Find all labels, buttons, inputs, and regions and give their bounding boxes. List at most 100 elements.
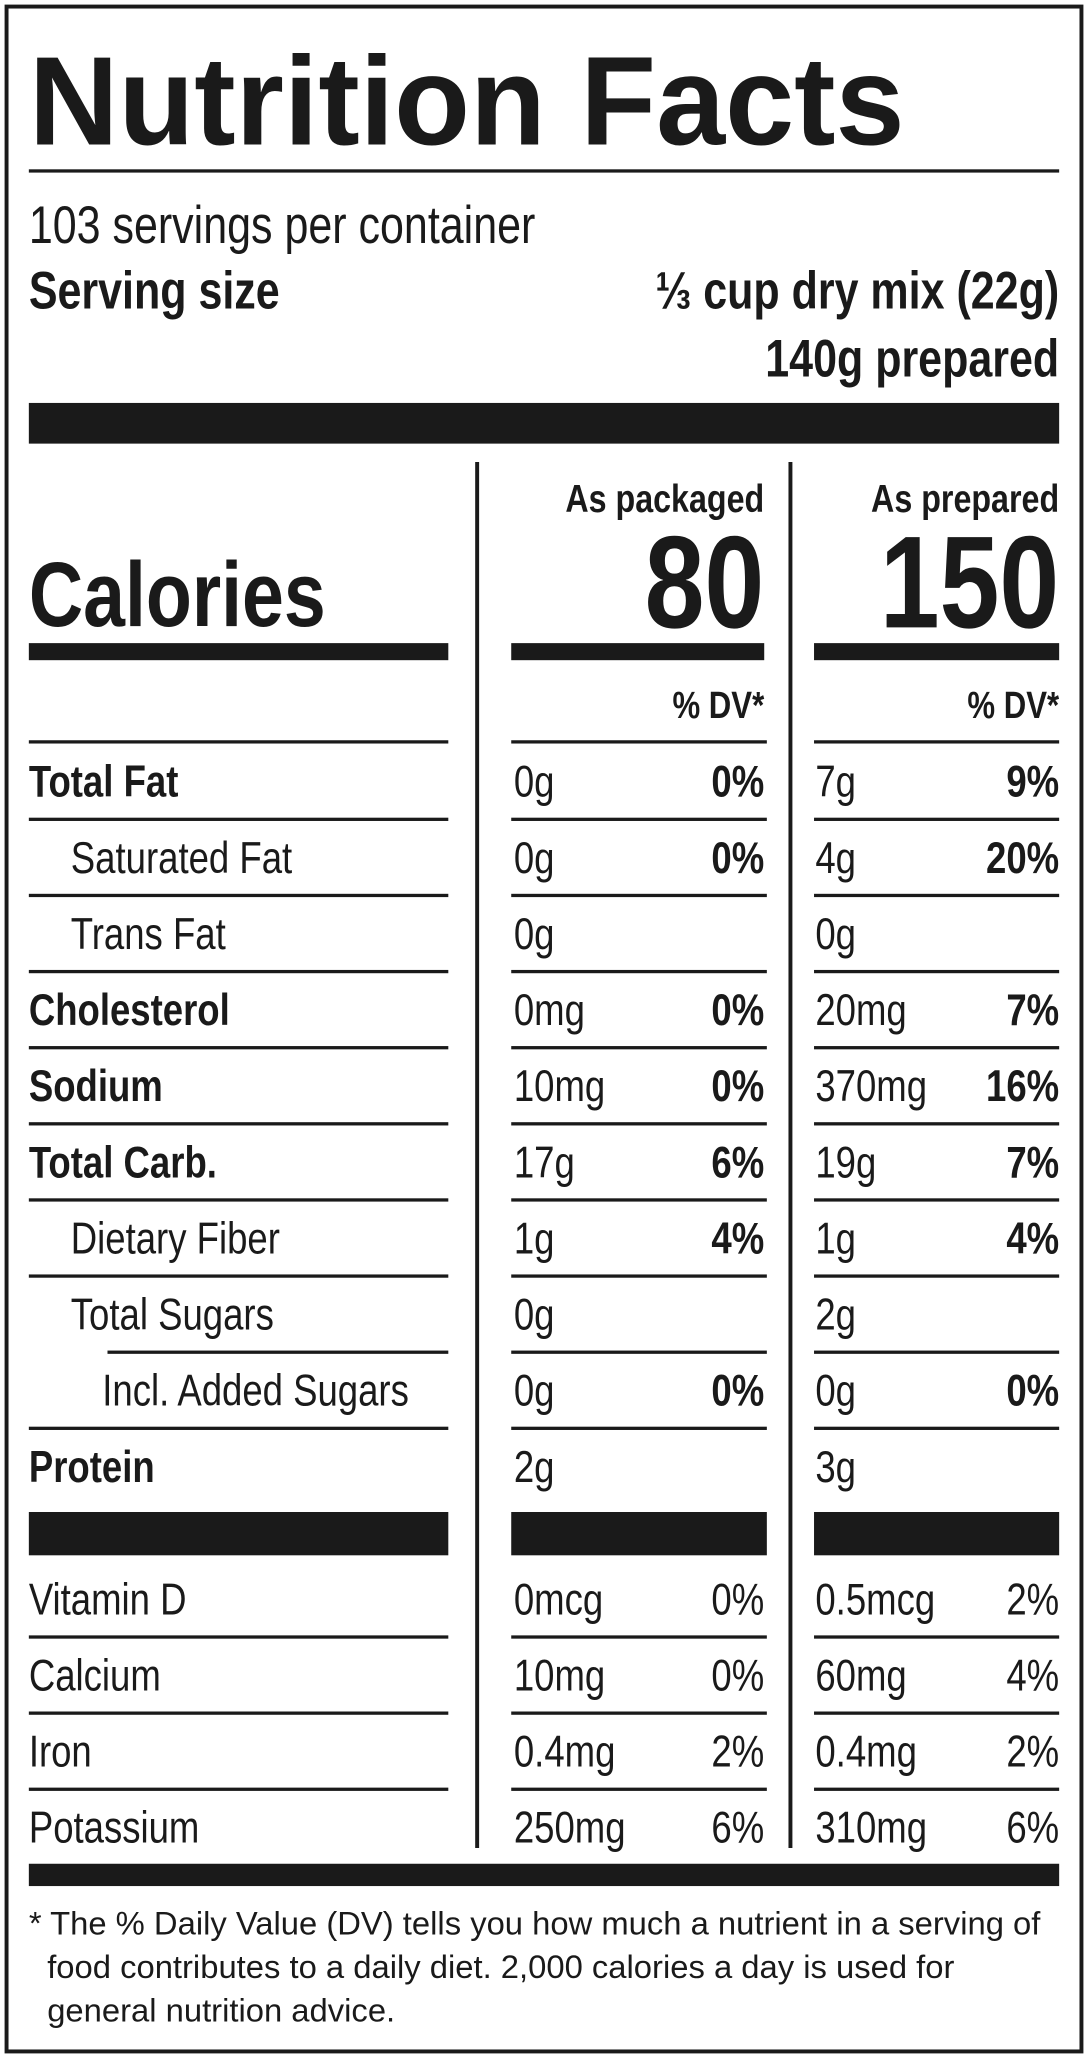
thick-bar [28,1863,1060,1887]
amount: 0g [815,910,856,959]
servings: 103 servings per container [29,197,536,255]
daily-value: 7% [1006,1138,1059,1187]
rule [814,893,1060,898]
rule [814,1635,1060,1639]
rule [814,1711,1060,1715]
column-divider [788,462,793,1848]
amount: 2g [815,1291,856,1340]
border [4,4,1084,2054]
rule [511,1711,767,1715]
amount: 17g [514,1138,575,1187]
amount: 0.5mcg [815,1575,935,1624]
nutrient-name: Protein [29,1443,155,1492]
nutrient-name: Calcium [29,1651,161,1700]
rule [28,1274,449,1278]
rule [814,1046,1060,1050]
nutrient-name: Dietary Fiber [71,1214,280,1263]
column-header: As prepared [871,477,1059,521]
amount: 0.4mg [815,1728,917,1777]
rule [814,817,1060,821]
footnote: * The % Daily Value (DV) tells you how m… [28,1905,1041,2030]
rule [814,740,1060,744]
rule [511,893,767,898]
amount: 370mg [815,1062,927,1111]
nutrient-name: Vitamin D [29,1575,187,1624]
daily-value: 0% [711,834,764,883]
daily-value: 4% [1006,1651,1059,1700]
rule [814,1198,1060,1202]
thick-bar [28,1512,449,1556]
dv-header: % DV* [967,685,1059,727]
nutrient-name: Total Sugars [71,1291,274,1340]
daily-value: 0% [711,1575,764,1624]
nutrient-name: Saturated Fat [71,834,293,883]
amount: 7g [815,758,856,807]
rule [28,1635,449,1639]
daily-value: 0% [711,1062,764,1111]
title: Nutrition Facts [29,30,905,171]
daily-value: 0% [711,1651,764,1700]
thick-bar [511,643,765,661]
nutrient-name: Cholesterol [29,986,230,1035]
rule [511,1350,767,1354]
amount: 1g [815,1214,856,1263]
amount: 3g [815,1443,856,1492]
rule [28,1198,449,1202]
nutrient-name: Total Fat [29,758,179,807]
rule [511,1046,767,1050]
amount: 0g [514,758,555,807]
calories-value: 80 [645,508,765,655]
footnote-box: * The % Daily Value (DV) tells you how m… [28,1905,1041,2030]
rule [28,969,449,974]
nutrient-name: Total Carb. [29,1138,217,1187]
rule [107,1350,449,1354]
amount: 10mg [514,1651,605,1700]
nutrient-name: Iron [29,1728,92,1777]
rule [814,969,1060,974]
rule [814,1787,1060,1791]
amount: 60mg [815,1651,906,1700]
serving-size-label: Serving size [29,262,280,320]
daily-value: 16% [986,1062,1059,1111]
amount: 0g [514,1291,555,1340]
rule [28,169,1060,173]
rule [511,1635,767,1639]
nutrient-name: Sodium [29,1062,163,1111]
thick-bar [814,1512,1060,1556]
column-divider [475,462,480,1848]
nutrient-name: Trans Fat [71,910,226,959]
daily-value: 0% [711,1367,764,1416]
amount: 0g [514,834,555,883]
amount: 4g [815,834,856,883]
amount: 2g [514,1443,555,1492]
rule [511,1787,767,1791]
amount: 0mg [514,986,585,1035]
rule [28,1426,449,1430]
column-header: As packaged [565,477,764,521]
rule [511,1274,767,1278]
nutrient-name: Incl. Added Sugars [102,1367,409,1416]
rule [28,1122,449,1126]
thick-bar [814,643,1060,661]
serving-size-value: ⅓ cup dry mix (22g) [655,262,1059,320]
daily-value: 6% [711,1138,764,1187]
rule [511,1122,767,1126]
daily-value: 0% [711,986,764,1035]
daily-value: 2% [1006,1575,1059,1624]
rule [28,1711,449,1715]
rule [511,1426,767,1430]
rule [814,1426,1060,1430]
daily-value: 6% [1006,1804,1059,1853]
daily-value: 4% [711,1214,764,1263]
amount: 0.4mg [514,1728,616,1777]
daily-value: 2% [711,1728,764,1777]
calories-label: Calories [29,544,326,646]
rule [511,740,767,744]
daily-value: 0% [711,758,764,807]
rule [28,1787,449,1791]
amount: 250mg [514,1804,626,1853]
amount: 20mg [815,986,906,1035]
thick-bar [28,402,1060,444]
